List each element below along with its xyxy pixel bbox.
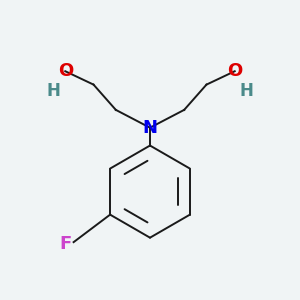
Text: O: O	[227, 62, 242, 80]
Text: O: O	[58, 62, 73, 80]
Text: N: N	[142, 119, 158, 137]
Text: H: H	[240, 82, 254, 100]
Text: H: H	[46, 82, 60, 100]
Text: F: F	[59, 235, 71, 253]
